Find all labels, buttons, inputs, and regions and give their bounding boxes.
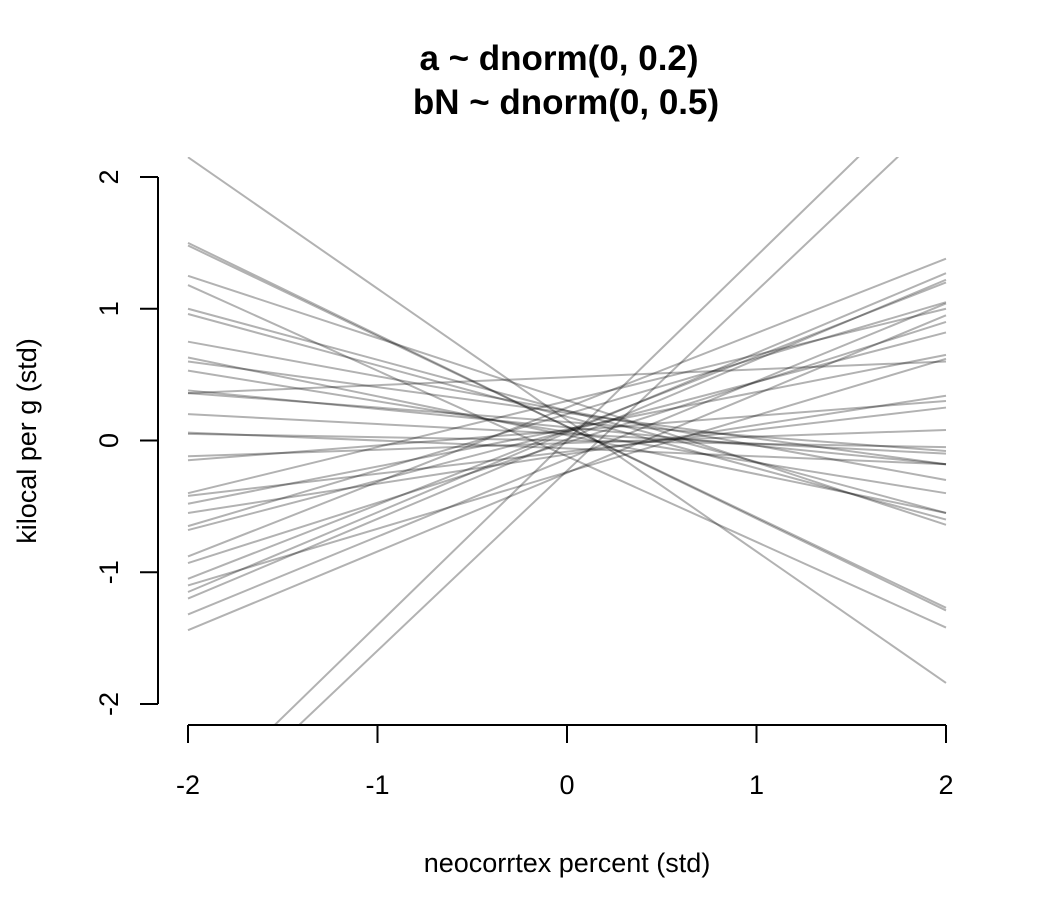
chart-subtitle: bN ~ dnorm(0, 0.5) [413,83,719,122]
prior-line-33 [187,314,947,632]
prior-line-26 [187,257,947,558]
prior-line-4 [187,274,947,526]
prior-line-23 [187,394,947,514]
prior-line-22 [187,353,947,505]
prior-line-7 [187,313,947,521]
x-tick-label-1: -2 [176,770,200,800]
x-tick-label-4: 1 [749,770,764,800]
y-tick-label-1: -2 [94,692,124,716]
prior-line-21 [187,406,947,497]
prior-line-10 [187,360,947,466]
y-tick-label-5: 2 [94,169,124,184]
prior-line-11 [187,369,947,495]
prior-line-34 [297,157,900,725]
x-tick-label-5: 2 [938,770,953,800]
x-axis-label: neocorrtex percent (std) [424,848,711,878]
prior-line-31 [187,278,947,600]
prior-line-28 [187,281,947,580]
prior-line-5 [187,284,947,629]
y-axis: -2 -1 0 1 2 [94,169,158,716]
prior-lines [187,157,947,725]
prior-line-14 [187,360,947,395]
prior-line-8 [187,340,947,482]
prior-line-15 [187,413,947,455]
prior-line-30 [187,272,947,593]
prior-line-19 [187,399,947,462]
prior-line-6 [187,307,947,514]
prior-line-32 [187,302,947,616]
prior-line-27 [187,320,947,564]
prior-line-17 [187,432,947,449]
prior-line-24 [187,301,947,528]
prior-line-35 [273,157,860,725]
y-axis-label: kilocal per g (std) [12,338,42,544]
prior-line-13 [187,392,947,453]
x-axis: -2 -1 0 1 2 [176,725,954,800]
prior-line-2 [187,241,947,612]
y-tick-label-3: 0 [94,433,124,448]
prior-line-9 [187,356,947,514]
prior-line-18 [187,428,947,458]
prior-line-25 [187,331,947,532]
prior-line-12 [187,389,947,466]
prior-line-3 [187,244,947,609]
x-tick-label-3: 0 [559,770,574,800]
prior-line-1 [187,157,947,684]
x-tick-label-2: -1 [365,770,389,800]
y-tick-label-2: -1 [94,560,124,584]
chart-title: a ~ dnorm(0, 0.2) [419,39,698,78]
prior-line-16 [187,431,947,466]
prior-line-20 [187,307,947,495]
y-tick-label-4: 1 [94,301,124,316]
prior-line-29 [187,357,947,587]
